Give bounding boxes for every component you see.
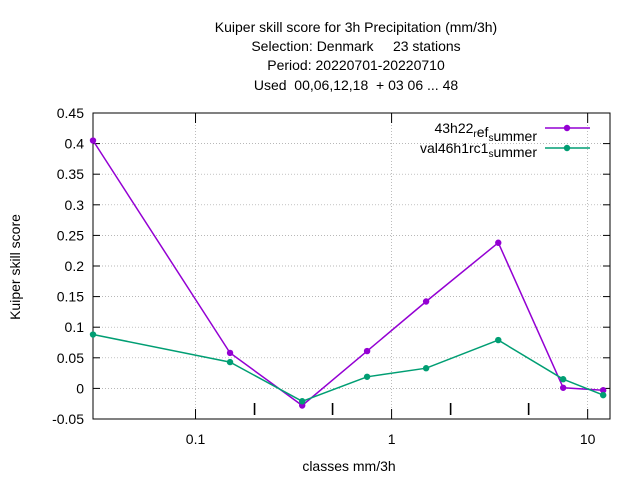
y-tick-label: 0.1 — [65, 319, 85, 335]
legend-label: 43h22refsummer — [434, 120, 537, 144]
y-tick-label: 0.05 — [57, 350, 84, 366]
data-point — [363, 373, 371, 380]
axes: -0.05 0 0.05 0.1 0.15 0.2 0.25 0.3 0.35 0.4 0.45 0.… — [52, 105, 611, 447]
data-point — [89, 331, 97, 338]
y-tick-label: 0.25 — [57, 227, 84, 243]
y-tick-label: 0.4 — [65, 136, 85, 152]
legend-marker — [563, 144, 571, 152]
y-tick-label: 0.35 — [57, 166, 84, 182]
series-layer — [89, 137, 607, 409]
title-line-4: Used 00,06,12,18 + 03 06 ... 48 — [254, 77, 459, 93]
series-line — [92, 333, 604, 403]
data-point — [226, 358, 234, 366]
data-point — [599, 391, 607, 399]
data-point — [422, 365, 430, 372]
series-1 — [89, 137, 607, 409]
y-tick-label: 0.15 — [57, 289, 84, 305]
title-line-1: Kuiper skill score for 3h Precipitation … — [215, 19, 497, 35]
legend-label: val46h1rc1summer — [420, 140, 537, 160]
data-point — [495, 239, 502, 246]
y-tick-label: -0.05 — [52, 411, 84, 427]
y-axis-label: Kuiper skill score — [7, 214, 23, 320]
x-tick-label: 10 — [580, 431, 596, 447]
legend-marker — [563, 124, 571, 132]
x-axis-label: classes mm/3h — [302, 458, 395, 474]
data-point — [363, 347, 371, 355]
data-point — [298, 398, 306, 405]
data-point — [495, 336, 502, 344]
grid — [93, 113, 610, 419]
y-tick-label: 0.2 — [65, 258, 85, 274]
plot-frame — [92, 112, 611, 420]
data-point — [559, 384, 567, 391]
data-point — [226, 349, 234, 357]
data-point — [89, 137, 97, 144]
series-2 — [89, 331, 607, 405]
data-point — [559, 376, 567, 383]
y-tick-label: 0.3 — [65, 197, 85, 213]
series-line — [92, 140, 604, 407]
title-line-3: Period: 20220701-20220710 — [267, 57, 445, 73]
y-tick-label: 0 — [76, 380, 84, 396]
chart-title: Kuiper skill score for 3h Precipitation … — [215, 19, 497, 93]
y-tick-label: 0.45 — [57, 105, 84, 121]
x-tick-label: 0.1 — [186, 431, 206, 447]
data-point — [599, 387, 607, 394]
data-point — [422, 298, 430, 305]
x-tick-label: 1 — [388, 431, 396, 447]
title-line-2: Selection: Denmark 23 stations — [251, 38, 460, 54]
